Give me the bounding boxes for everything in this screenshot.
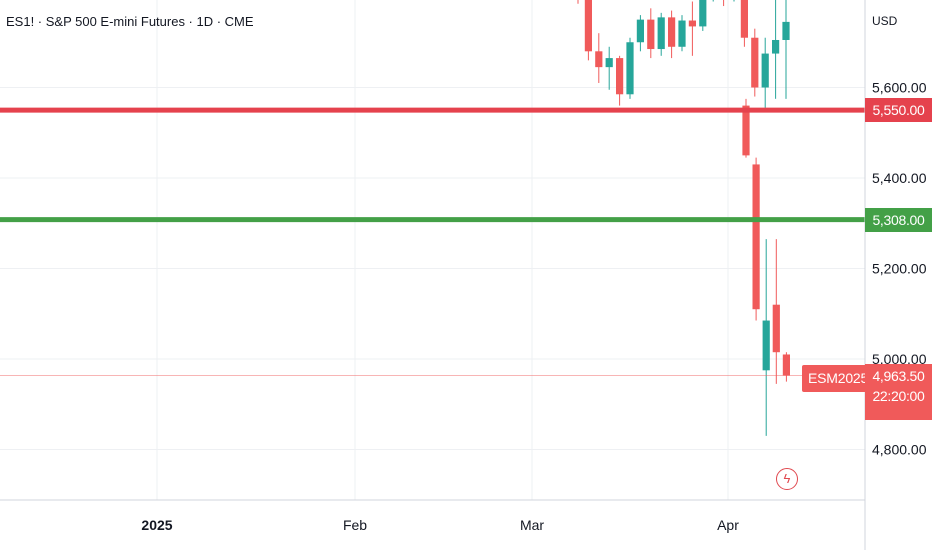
time-tick-label: Mar — [520, 517, 544, 533]
price-tick-label: 5,200.00 — [872, 261, 927, 277]
candle-body — [782, 354, 790, 376]
candle — [647, 8, 655, 59]
candle-body — [699, 0, 707, 27]
candle-body — [742, 105, 750, 156]
price-tick-label: 5,400.00 — [872, 170, 927, 186]
symbol-badge: ESM2025 — [802, 365, 875, 392]
candle — [762, 239, 770, 436]
candle-body — [626, 42, 634, 95]
candle — [752, 157, 760, 321]
grid-lines — [0, 0, 865, 500]
candle — [584, 0, 592, 61]
candle — [733, 0, 735, 2]
candle — [605, 46, 613, 90]
candle — [761, 37, 769, 108]
candle — [668, 10, 676, 59]
price-tick-label: 5,600.00 — [872, 80, 927, 96]
level-tag-resistance: 5,550.00 — [865, 98, 932, 122]
chart-title: ES1! · S&P 500 E-mini Futures · 1D · CME — [6, 14, 254, 29]
candle — [616, 55, 624, 106]
candle — [626, 37, 634, 99]
candle-body — [647, 19, 655, 50]
price-tick-label: 4,800.00 — [872, 442, 927, 458]
candle-body — [678, 20, 686, 47]
candle-body — [657, 17, 665, 50]
candle — [657, 12, 665, 56]
time-tick-label: 2025 — [141, 517, 172, 533]
time-axis[interactable]: 2025 Feb Mar Apr — [141, 517, 739, 533]
candle-body — [616, 58, 624, 95]
last-price-label: 4,963.50 22:20:00 — [865, 364, 932, 420]
candle — [723, 0, 725, 7]
price-tick-label: 5,000.00 — [872, 351, 927, 367]
candle-body — [772, 39, 780, 54]
candle-body — [772, 304, 780, 353]
bar-countdown: 22:20:00 — [872, 388, 925, 404]
currency-label[interactable]: USD — [872, 14, 898, 28]
candle — [782, 352, 790, 382]
time-tick-label: Apr — [717, 517, 739, 533]
last-price-value: 4,963.50 — [872, 368, 925, 384]
candle — [699, 0, 707, 31]
candle-body — [636, 19, 644, 43]
candle-body — [688, 20, 696, 27]
candle-body — [751, 37, 759, 88]
candle — [772, 0, 780, 99]
price-axis[interactable]: 4,800.00 5,000.00 5,200.00 5,400.00 5,600.00 — [872, 80, 927, 458]
candle — [772, 239, 780, 384]
candle — [712, 0, 714, 2]
horizontal-levels[interactable] — [0, 107, 865, 223]
candles — [577, 0, 790, 436]
candle-body — [752, 164, 760, 310]
time-tick-label: Feb — [343, 517, 367, 533]
candle — [636, 15, 644, 52]
level-tag-support: 5,308.00 — [865, 208, 932, 232]
candle-body — [740, 0, 748, 38]
candle-body — [605, 58, 613, 68]
candle-body — [762, 320, 770, 371]
candle — [688, 1, 696, 56]
candle — [740, 0, 748, 47]
candle — [751, 28, 759, 97]
candle — [678, 15, 686, 52]
lightning-bolt-icon[interactable]: ϟ — [776, 468, 798, 490]
candle-body — [584, 0, 592, 52]
candle-body — [782, 21, 790, 40]
candle — [595, 33, 603, 83]
candle — [782, 0, 790, 99]
candle — [577, 0, 579, 4]
candle-body — [761, 53, 769, 88]
candle-body — [595, 51, 603, 68]
candle-body — [668, 17, 676, 47]
